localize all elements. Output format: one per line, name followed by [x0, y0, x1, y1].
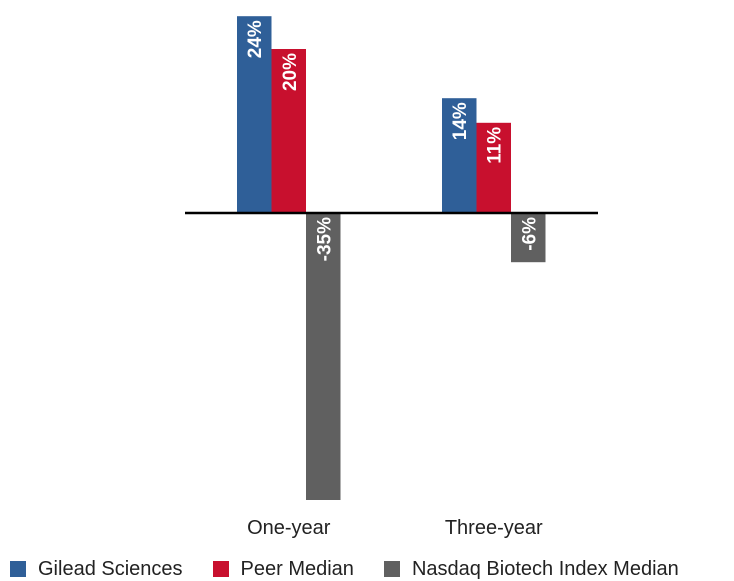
bar-0-2: [306, 213, 341, 500]
legend-label: Gilead Sciences: [38, 557, 183, 580]
bar-value-label: -35%: [314, 217, 335, 261]
bar-value-label: -6%: [519, 217, 540, 251]
legend-swatch: [383, 561, 400, 577]
bar-value-label: 11%: [485, 127, 506, 164]
legend-label: Nasdaq Biotech Index Median: [411, 557, 679, 580]
legend-item: Nasdaq Biotech Index Median: [383, 557, 679, 581]
legend-swatch: [212, 561, 229, 577]
bar-value-label: 14%: [450, 102, 471, 140]
category-label: Three-year: [445, 517, 543, 539]
bar-value-label: 24%: [245, 20, 266, 58]
legend-label: Peer Median: [240, 557, 354, 580]
legend-item: Gilead Sciences: [10, 558, 183, 581]
legend: Gilead Sciences Peer Median Nasdaq Biotech…: [10, 558, 679, 580]
category-labels-group: One-year Three-year: [247, 517, 543, 539]
bar-0-0: [237, 16, 272, 214]
bar-1-0: [442, 98, 477, 213]
bars-group: [237, 16, 546, 500]
bar-1-1: [476, 122, 511, 213]
legend-swatch: [10, 561, 26, 577]
bar-1-2: [511, 213, 546, 263]
bar-labels-group: 24% 20% -35% 14% 11% -6%: [245, 20, 540, 261]
bar-value-label: 20%: [280, 53, 301, 91]
bar-0-1: [271, 49, 306, 213]
category-label: One-year: [247, 517, 331, 539]
legend-item: Peer Median: [212, 557, 354, 581]
